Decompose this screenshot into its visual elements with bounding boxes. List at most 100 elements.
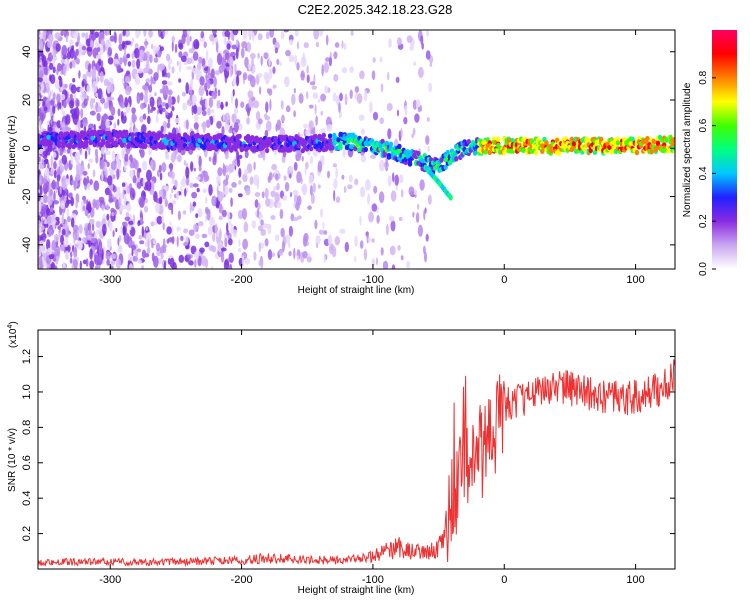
- spectrogram-cell: [163, 238, 166, 247]
- spectrogram-cell: [38, 76, 43, 83]
- spectrogram-cell: [100, 120, 106, 132]
- spectrogram-cell: [412, 127, 416, 136]
- spectrogram-cell: [228, 57, 234, 67]
- spectrogram-cell: [149, 54, 153, 63]
- spectrogram-cell: [146, 179, 152, 192]
- spectrogram-cell: [134, 73, 138, 78]
- spectrogram-cell: [131, 37, 135, 43]
- spectrogram-cell: [154, 92, 157, 97]
- spectrogram-cell: [208, 97, 213, 108]
- x-tick-label: -100: [362, 574, 384, 586]
- spectrogram-cell: [153, 72, 159, 81]
- ridge-cell: [330, 145, 335, 151]
- spectrogram-cell: [380, 247, 384, 256]
- spectrogram-cell: [171, 200, 177, 205]
- spectrogram-frame: [37, 29, 676, 270]
- spectrogram-cell: [278, 249, 284, 256]
- spectrogram-cell: [418, 106, 421, 112]
- spectrogram-cell: [283, 175, 287, 181]
- spectrogram-cell: [317, 98, 321, 103]
- spectrogram-cell: [201, 233, 208, 239]
- spectrogram-cell: [54, 233, 59, 242]
- spectrogram-cell: [162, 120, 168, 129]
- spectrogram-cell: [65, 34, 69, 43]
- spectrogram-cell: [62, 65, 67, 77]
- spectrogram-cell: [232, 159, 237, 167]
- spectrogram-cell: [81, 45, 87, 51]
- spectrogram-cell: [185, 119, 189, 130]
- spectrogram-cell: [137, 220, 141, 227]
- snr-multiplier-close: ): [8, 321, 19, 324]
- spectrogram-cell: [174, 43, 178, 54]
- spectrogram-cell: [56, 173, 61, 182]
- spectrogram-cell: [320, 208, 324, 218]
- spectrogram-cell: [242, 30, 248, 40]
- spectrogram-cell: [78, 224, 83, 234]
- spectrogram-cell: [134, 77, 141, 85]
- ridge-cell: [38, 143, 43, 149]
- spectrogram-cell: [52, 66, 56, 74]
- snr-y-label: SNR (10 * v/v): [7, 428, 18, 492]
- spectrogram-cell: [285, 49, 291, 57]
- spectrogram-cell: [105, 40, 112, 48]
- spectrogram-cell: [47, 263, 51, 268]
- spectrogram-cell: [66, 127, 71, 132]
- spectrogram-cell: [139, 197, 145, 208]
- spectrogram-cell: [38, 94, 41, 107]
- spectrogram-cell: [38, 240, 45, 252]
- spectrogram-cell: [177, 210, 181, 221]
- spectrogram-cell: [247, 90, 254, 99]
- spectrogram-cell: [180, 185, 183, 197]
- spectrogram-cell: [72, 259, 78, 268]
- spectrogram-cell: [324, 85, 328, 94]
- spectrogram-cell: [203, 41, 207, 48]
- ridge-cell: [388, 141, 394, 147]
- spectrogram-cell: [288, 225, 293, 237]
- spectrogram-cell: [51, 240, 56, 251]
- spectrogram-cell: [65, 178, 70, 186]
- spectrogram-cell: [87, 222, 92, 231]
- ridge-cell: [115, 133, 121, 139]
- ridge-cell: [353, 146, 358, 152]
- spectrogram-cell: [131, 244, 137, 251]
- spectrogram-cell: [183, 241, 189, 247]
- spectrogram-cell: [218, 215, 223, 221]
- ridge-cell: [615, 140, 621, 146]
- ridge-cell: [672, 138, 675, 144]
- ridge-cell: [336, 137, 341, 143]
- spectrogram-cell: [49, 30, 53, 35]
- spectrogram-cell: [70, 251, 73, 258]
- spectrogram-cell: [137, 181, 142, 190]
- spectrogram-cell: [188, 260, 194, 266]
- colorbar-tick-label: 0.8: [698, 70, 709, 84]
- spectrogram-cell: [41, 83, 45, 92]
- spectrogram-cell: [81, 237, 88, 244]
- spectrogram-cell: [138, 30, 141, 36]
- spectrogram-cell: [318, 229, 324, 235]
- spectrogram-cell: [198, 155, 202, 168]
- snr-plot: -300 -200 -100 0 100 0.2 0.4 0.6 0.8 1.0 1.2 Heig…: [7, 321, 676, 596]
- spectrogram-cell: [289, 39, 294, 46]
- spectrogram-cell: [359, 240, 364, 249]
- spectrogram-cell: [344, 93, 348, 106]
- spectrogram-cell: [160, 253, 164, 260]
- ridge-cell: [380, 138, 385, 144]
- spectrogram-cell: [276, 58, 280, 66]
- spectrogram-cell: [193, 167, 196, 172]
- spectrogram-cell: [83, 93, 87, 99]
- spectrogram-cell: [108, 96, 115, 101]
- spectrogram-cell: [360, 128, 365, 135]
- spectrogram-cell: [428, 82, 433, 93]
- spectrogram-cell: [46, 215, 53, 226]
- spectrogram-cell: [233, 122, 239, 133]
- spectrogram-cell: [157, 51, 161, 58]
- ridge-cell: [439, 157, 444, 163]
- spectrogram-cell: [303, 42, 309, 49]
- y-tick-label: 0.4: [21, 491, 33, 506]
- ridge-cell: [96, 136, 102, 142]
- spectrogram-cell: [112, 230, 115, 238]
- spectrogram-cell: [303, 123, 308, 129]
- spectrogram-cell: [201, 110, 207, 116]
- colorbar-ticks: 0.0 0.2 0.4 0.6 0.8: [698, 70, 716, 276]
